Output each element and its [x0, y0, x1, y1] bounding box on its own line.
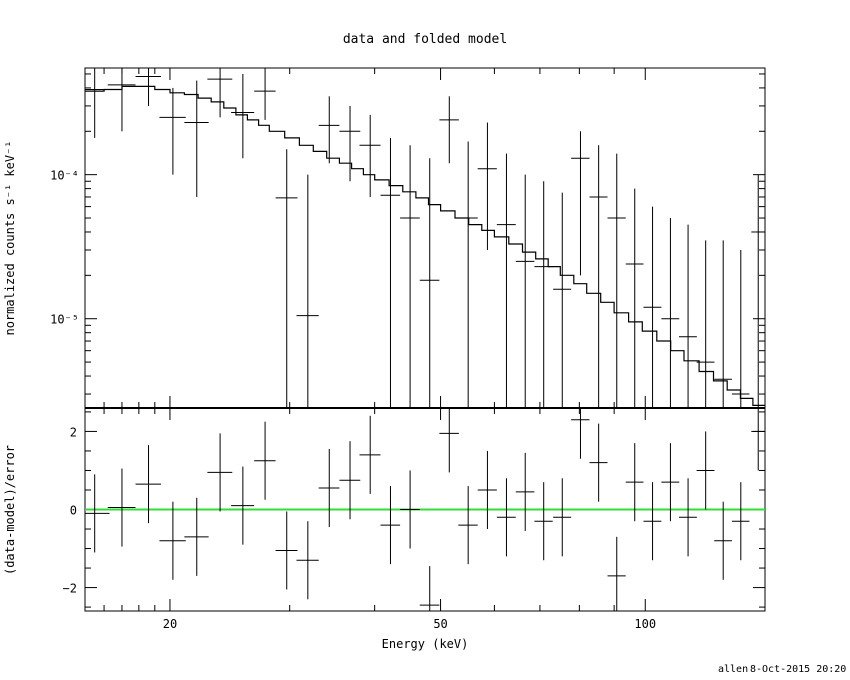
residual-point: [477, 450, 497, 530]
data-point: [496, 153, 516, 408]
residual-point: [184, 497, 209, 576]
data-point: [159, 87, 186, 175]
residual-point: [625, 443, 644, 522]
residual-point: [515, 452, 535, 531]
x-tick-label: 20: [163, 617, 177, 631]
residual-point: [296, 521, 319, 600]
y-tick-label-upper: 10⁻⁵: [50, 313, 79, 327]
residual-point: [731, 482, 750, 561]
residual-point: [254, 421, 276, 500]
residual-point: [107, 468, 136, 547]
residual-point: [589, 423, 608, 502]
data-point: [107, 68, 136, 132]
residual-point: [534, 482, 553, 561]
data-point: [339, 105, 361, 182]
data-point: [751, 174, 765, 408]
model-step-line: [85, 85, 765, 406]
y-tick-label-lower: −2: [63, 582, 77, 596]
footer-user: allen: [718, 664, 748, 675]
residual-point: [696, 431, 715, 510]
residual-point: [643, 482, 662, 561]
residual-point: [553, 478, 572, 557]
residual-point: [359, 415, 381, 494]
data-point: [714, 240, 732, 408]
data-point: [553, 192, 572, 408]
data-point: [359, 114, 381, 197]
residual-point: [85, 474, 110, 553]
data-point: [534, 181, 553, 408]
y-tick-label-upper: 10⁻⁴: [50, 169, 79, 183]
residual-point: [419, 566, 440, 611]
residual-point: [380, 486, 401, 565]
residual-point: [571, 408, 590, 459]
residual-point: [751, 408, 765, 471]
upper-axis-ticks: 10⁻⁴ 10⁻⁵: [50, 68, 766, 408]
residual-point: [607, 536, 626, 611]
data-point: [231, 73, 255, 159]
data-point: [318, 96, 340, 164]
data-point: [85, 68, 110, 138]
residual-point: [275, 511, 298, 590]
chart-title: data and folded model: [343, 32, 507, 47]
data-point: [731, 249, 750, 408]
y-tick-label-lower: 0: [70, 504, 77, 518]
data-point: [643, 206, 662, 408]
data-point: [571, 131, 590, 276]
data-point: [589, 145, 608, 408]
data-point: [661, 218, 680, 408]
data-point: [135, 68, 161, 106]
data-point: [400, 145, 420, 408]
model-histogram: [85, 85, 765, 406]
residual-point: [339, 441, 361, 520]
residual-point: [714, 501, 732, 580]
lower-y-axis-label: (data-model)/error: [3, 445, 17, 575]
x-tick-label: 50: [433, 617, 447, 631]
data-point: [477, 122, 497, 250]
x-axis-label: Energy (keV): [382, 637, 469, 651]
data-point: [207, 68, 233, 118]
data-point: [696, 240, 715, 408]
footer-timestamp: 8-Oct-2015 20:20: [750, 664, 846, 675]
upper-panel-frame: [84, 67, 766, 409]
y-tick-label-lower: 2: [70, 425, 77, 439]
data-point: [678, 224, 697, 408]
residual-point: [231, 466, 255, 545]
data-point: [439, 96, 459, 164]
data-point: [184, 80, 209, 197]
data-point: [296, 174, 319, 408]
x-tick-label: 100: [634, 617, 656, 631]
data-point: [419, 158, 440, 408]
residual-point: [135, 445, 161, 524]
residual-point: [318, 448, 340, 528]
residual-point: [207, 433, 233, 512]
residual-point: [496, 478, 516, 557]
residual-point: [400, 470, 420, 549]
data-point: [515, 174, 535, 408]
data-points: [85, 68, 765, 408]
data-point: [275, 149, 298, 408]
data-point: [254, 68, 276, 120]
data-point: [380, 137, 401, 408]
upper-y-axis-label: normalized counts s⁻¹ keV⁻¹: [3, 140, 17, 335]
data-point: [607, 153, 626, 408]
residual-point: [439, 408, 459, 473]
residual-point: [458, 486, 478, 565]
data-point: [458, 141, 478, 408]
residual-points: [85, 408, 765, 611]
residual-point: [678, 478, 697, 557]
residual-point: [159, 501, 186, 580]
data-point: [625, 188, 644, 408]
residual-point: [661, 443, 680, 522]
